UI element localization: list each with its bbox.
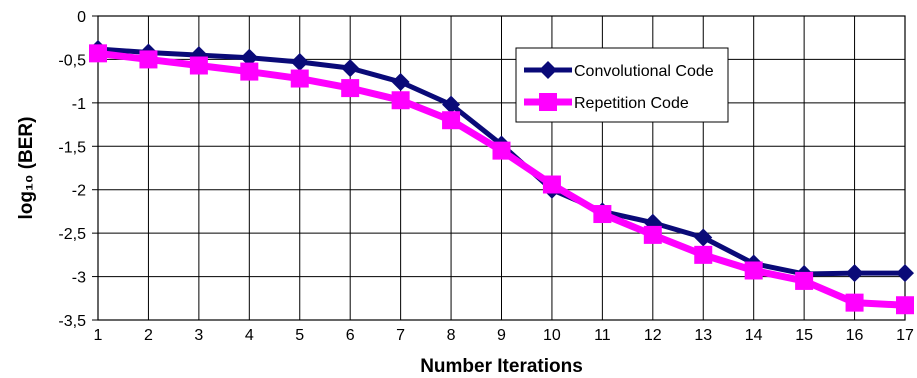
y-tick-label: 0 [77,9,86,26]
legend-label: Repetition Code [574,95,689,112]
data-point-square [593,205,612,224]
x-tick-label: 2 [144,327,153,344]
x-tick-label: 7 [396,327,405,344]
x-tick-label: 3 [194,327,203,344]
data-point-square [744,261,763,280]
data-point-square [189,56,208,75]
data-point-diamond [391,73,410,92]
data-point-square [845,293,864,312]
y-tick-label: -3 [72,270,86,287]
legend-label: Convolutional Code [574,63,714,80]
data-point-square [542,175,561,194]
y-tick-label: -0,5 [58,52,86,69]
x-tick-label: 17 [896,327,914,344]
plot-border [97,15,906,321]
data-point-square [643,225,662,244]
x-tick-label: 4 [245,327,254,344]
x-tick-label: 8 [447,327,456,344]
data-point-diamond [290,53,309,72]
data-point-diamond [442,95,461,114]
data-point-square [341,79,360,98]
legend-marker [539,93,557,111]
data-point-diamond [240,48,259,67]
data-point-diamond [845,264,864,283]
data-point-square [139,50,158,69]
series-layer [89,40,914,315]
data-point-square [896,296,914,315]
x-tick-label: 15 [795,327,813,344]
data-point-square [492,141,511,160]
x-tick-label: 13 [694,327,712,344]
legend-item: Convolutional Code [524,61,714,80]
data-point-square [694,245,713,264]
data-point-diamond [694,228,713,247]
x-tick-label: 12 [644,327,662,344]
axes: 1 2 3 4 5 6 7 8 9 10 11 12 13 14 15 16 170-0,5-1-1,5-2-2… [58,9,914,344]
data-point-diamond [896,264,914,283]
data-point-square [442,111,461,130]
legend-marker [539,61,557,79]
y-tick-label: -1 [72,96,86,113]
data-point-square [391,91,410,110]
x-tick-label: 9 [497,327,506,344]
x-tick-label: 14 [745,327,763,344]
x-tick-label: 1 [94,327,103,344]
x-tick-label: 10 [543,327,561,344]
y-tick-label: -3,5 [58,313,86,330]
y-axis-title: log₁₀ (BER) [16,117,37,220]
data-point-square [240,62,259,81]
x-tick-label: 16 [846,327,864,344]
data-point-square [290,69,309,88]
y-tick-label: -2 [72,183,86,200]
x-axis-title: Number Iterations [420,356,583,377]
x-tick-label: 5 [295,327,304,344]
legend-item: Repetition Code [524,93,689,112]
x-tick-label: 11 [594,327,611,344]
y-tick-label: -1,5 [58,139,86,156]
y-tick-label: -2,5 [58,226,86,243]
series-repetition-code [89,44,914,315]
data-point-diamond [341,59,360,78]
data-point-diamond [189,46,208,65]
legend: Convolutional Code Repetition Code [515,47,729,123]
data-point-square [89,44,107,63]
x-tick-label: 6 [346,327,355,344]
data-point-square [795,271,814,290]
